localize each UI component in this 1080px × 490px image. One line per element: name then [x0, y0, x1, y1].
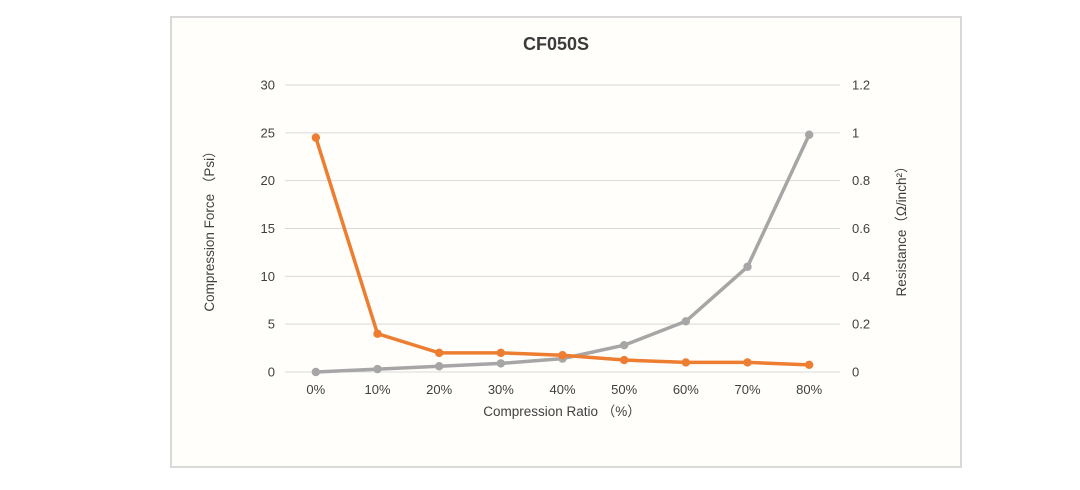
x-axis-tick-label: 60% — [673, 382, 699, 397]
right-axis-tick-label: 0.4 — [852, 269, 870, 284]
x-axis-tick-label: 30% — [488, 382, 514, 397]
x-axis-tick-label: 0% — [306, 382, 325, 397]
right-axis-tick-label: 1 — [852, 125, 859, 140]
left-axis-tick-label: 25 — [261, 125, 275, 140]
series-marker-compression-force — [434, 362, 444, 371]
chart-title: CF050S — [523, 34, 589, 54]
series-marker-resistance — [804, 360, 814, 370]
x-axis-tick-label: 80% — [796, 382, 822, 397]
series-marker-compression-force — [743, 262, 752, 271]
left-axis-tick-label: 15 — [261, 221, 275, 236]
series-marker-compression-force — [681, 317, 691, 326]
series-marker-resistance — [681, 358, 691, 367]
left-axis-tick-label: 30 — [261, 78, 275, 93]
series-marker-compression-force — [373, 364, 382, 374]
left-axis-tick-label: 0 — [268, 365, 275, 380]
series-marker-resistance — [434, 348, 444, 358]
series-marker-resistance — [311, 133, 321, 142]
x-axis-tick-label: 20% — [426, 382, 452, 397]
series-marker-compression-force — [619, 341, 629, 350]
x-axis-tick-label: 50% — [611, 382, 637, 397]
x-axis-tick-label: 40% — [549, 382, 575, 397]
series-line-resistance — [314, 135, 811, 367]
x-axis-title: Compression Ratio （%） — [483, 404, 641, 419]
x-axis-tick-label: 70% — [734, 382, 760, 397]
right-axis-title: Resistance（Ω/inch²） — [894, 160, 909, 297]
right-axis-tick-label: 0.8 — [852, 173, 870, 188]
right-axis-tick-label: 1.2 — [852, 78, 870, 93]
right-axis-tick-label: 0.2 — [852, 317, 870, 332]
left-axis-tick-label: 5 — [268, 317, 275, 332]
left-axis-tick-label: 20 — [261, 173, 275, 188]
right-axis-tick-label: 0.6 — [852, 221, 870, 236]
series-marker-resistance — [496, 348, 506, 358]
series-marker-compression-force — [496, 359, 506, 368]
series-marker-resistance — [743, 358, 752, 367]
series-marker-resistance — [373, 329, 382, 338]
x-axis-tick-label: 10% — [364, 382, 390, 397]
series-marker-resistance — [619, 355, 629, 365]
plot-area: 0 0 5 0.2 10 0.4 15 0.6 20 0.8 25 1 30 1.2 0% 10% 20% 30%… — [261, 78, 871, 398]
series-marker-resistance — [558, 351, 567, 360]
line-chart: CF050S 0 0 5 0.2 10 0.4 15 0.6 20 0.8 25 1 30 1.2 0% 10… — [202, 34, 909, 419]
series-marker-compression-force — [804, 130, 814, 139]
left-axis-title: Compression Force （Psi） — [202, 144, 217, 311]
chart-container: CF050S 0 0 5 0.2 10 0.4 15 0.6 20 0.8 25 1 30 1.2 0% 10… — [170, 16, 962, 468]
series-marker-compression-force — [311, 367, 321, 377]
right-axis-tick-label: 0 — [852, 365, 859, 380]
left-axis-tick-label: 10 — [261, 269, 275, 284]
